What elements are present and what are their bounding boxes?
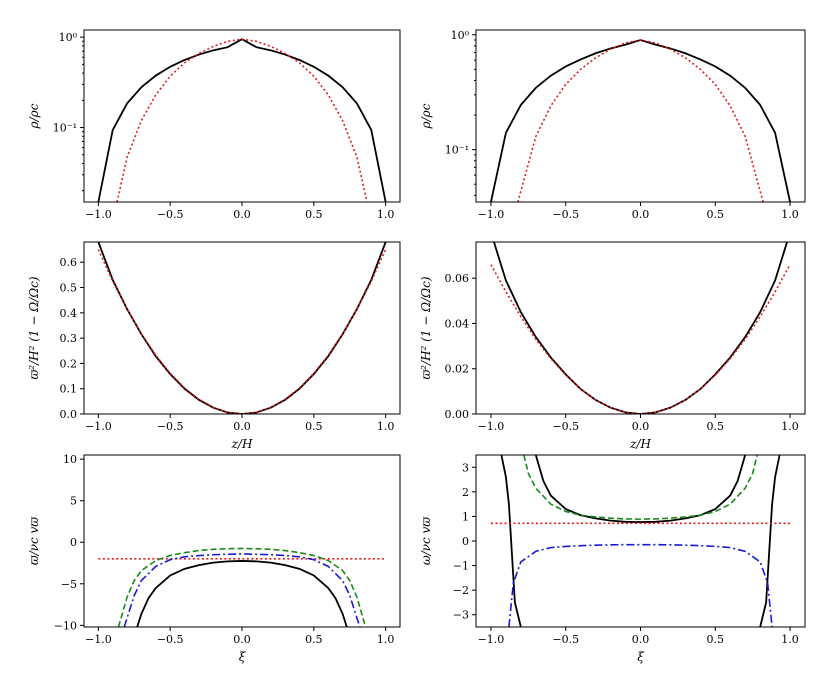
subplot-p4: −1.0 −0.5 0.0 0.5 1.0 0.00 0.02 0.04 0.06 z/H ϖ²/H… (419, 241, 806, 451)
plot-frame (83, 29, 401, 203)
x-tick-label: 1.0 (377, 208, 395, 221)
x-tick-label: 0.5 (707, 633, 725, 646)
x-tick-label: −1.0 (85, 420, 112, 433)
y-tick-label: 0.02 (445, 363, 470, 376)
y-tick-label: 10⁻¹ (445, 144, 469, 157)
subplot-p3: −1.0 −0.5 0.0 0.5 1.0 0.0 0.1 0.2 0.3 0.4 0.5 0.6 z/… (27, 241, 401, 451)
x-tick-label: 0.0 (632, 633, 650, 646)
y-axis-label: ω/νc vϖ (419, 516, 433, 565)
y-axis-label: ρ/ρc (419, 103, 433, 129)
x-tick-label: 0.0 (632, 208, 650, 221)
x-tick-label: 0.0 (233, 208, 251, 221)
subplot-p1: −1.0 −0.5 0.0 0.5 1.0 10⁻¹ 10⁰ ρ/ρc (27, 29, 401, 221)
x-tick-label: −0.5 (157, 208, 184, 221)
plot-frame (83, 454, 401, 628)
plot-frame (475, 29, 806, 203)
x-tick-label: 1.0 (377, 420, 395, 433)
y-axis-label: ϖ²/H² (1 − Ω/Ωc) (419, 276, 433, 379)
y-tick-label: 0.3 (60, 332, 78, 345)
series-0-solid-line (136, 560, 348, 627)
y-tick-label: 10⁻¹ (53, 122, 77, 135)
x-tick-label: 0.0 (632, 420, 650, 433)
y-tick-label: 3 (462, 461, 469, 474)
x-tick-label: −1.0 (478, 633, 505, 646)
y-tick-label: 0.04 (445, 317, 470, 330)
plot-frame (475, 241, 806, 415)
series-0-solid-line (490, 39, 791, 202)
x-axis-label: z/H (231, 437, 253, 451)
y-tick-label: 10 (63, 453, 77, 466)
series-1-solid-line (534, 455, 747, 523)
plot-frame (83, 241, 401, 415)
y-tick-label: 1 (462, 510, 469, 523)
x-tick-label: 1.0 (781, 633, 799, 646)
series-3-dashdot-line (123, 553, 361, 627)
series-1-dotted-line (490, 264, 791, 414)
y-axis-label: ρ/ρc (27, 103, 41, 129)
x-tick-label: −0.5 (157, 420, 184, 433)
y-tick-label: −10 (54, 619, 77, 632)
x-tick-label: 0.5 (707, 208, 725, 221)
y-tick-label: 0 (462, 535, 469, 548)
x-axis-label: ξ (239, 650, 247, 664)
series-0-solid-line (500, 455, 522, 627)
y-tick-label: 0 (70, 536, 77, 549)
series-2-solid-line (759, 455, 781, 627)
x-tick-label: 0.5 (305, 633, 323, 646)
x-tick-label: 0.5 (305, 208, 323, 221)
x-tick-label: −1.0 (478, 208, 505, 221)
y-tick-label: 10⁰ (59, 31, 78, 44)
y-tick-label: 0.6 (60, 256, 78, 269)
x-tick-label: −0.5 (552, 633, 579, 646)
x-tick-label: −0.5 (552, 420, 579, 433)
x-axis-label: ξ (637, 650, 645, 664)
series-1-dotted-line (517, 39, 764, 202)
y-tick-label: −5 (61, 578, 77, 591)
series-0-solid-line (97, 242, 387, 414)
y-tick-label: 0.5 (60, 282, 78, 295)
y-tick-label: −1 (453, 560, 469, 573)
y-tick-label: 2 (462, 486, 469, 499)
plot-frame (475, 454, 806, 628)
x-tick-label: 0.5 (305, 420, 323, 433)
y-tick-label: 0.1 (60, 383, 78, 396)
y-tick-label: 0.00 (445, 408, 470, 421)
subplot-p6: −1.0 −0.5 0.0 0.5 1.0 −3 −2 −1 0 1 2 3 ξ ω/νc vϖ (419, 454, 806, 664)
series-4-dashed-line (523, 455, 758, 520)
y-tick-label: 0.06 (445, 272, 470, 285)
x-tick-label: −1.0 (85, 208, 112, 221)
x-tick-label: 1.0 (377, 633, 395, 646)
x-tick-label: 1.0 (781, 420, 799, 433)
x-tick-label: 0.0 (233, 420, 251, 433)
y-axis-label: ϖ²/H² (1 − Ω/Ωc) (27, 276, 41, 379)
y-axis-label: ϖ/νc vϖ (27, 516, 41, 565)
series-5-dashdot-line (508, 543, 773, 627)
y-tick-label: 5 (70, 495, 77, 508)
x-tick-label: −1.0 (85, 633, 112, 646)
x-tick-label: 0.5 (707, 420, 725, 433)
y-tick-label: 0.0 (60, 408, 78, 421)
y-tick-label: −2 (453, 584, 469, 597)
x-tick-label: −0.5 (157, 633, 184, 646)
series-2-dashed-line (117, 547, 367, 627)
x-tick-label: −1.0 (478, 420, 505, 433)
y-tick-label: 0.2 (60, 357, 78, 370)
subplot-p5: −1.0 −0.5 0.0 0.5 1.0 −10 −5 0 5 10 ξ ϖ/νc vϖ (27, 453, 401, 664)
x-tick-label: −0.5 (552, 208, 579, 221)
y-tick-label: 10⁰ (451, 29, 470, 42)
subplot-p2: −1.0 −0.5 0.0 0.5 1.0 10⁻¹ 10⁰ ρ/ρc (419, 29, 806, 221)
y-tick-label: −3 (453, 609, 469, 622)
y-tick-label: 0.4 (60, 307, 78, 320)
series-0-solid-line (493, 242, 788, 414)
x-tick-label: 1.0 (781, 208, 799, 221)
x-tick-label: 0.0 (233, 633, 251, 646)
x-axis-label: z/H (629, 437, 651, 451)
series-1-dotted-line (116, 38, 368, 202)
series-1-dotted-line (97, 249, 387, 414)
